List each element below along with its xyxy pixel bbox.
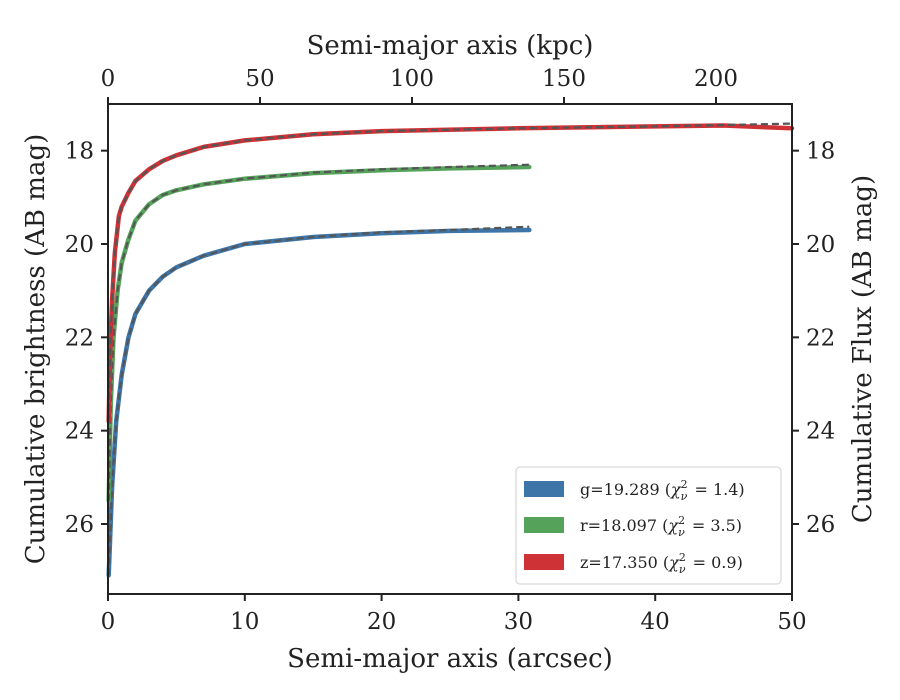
legend-label-1: r=18.097 (χ2 ν = 3.5) xyxy=(580,514,742,539)
legend-label-0: g=19.289 (χ2 ν = 1.4) xyxy=(580,478,745,503)
legend-label-2: z=17.350 (χ2 ν = 0.9) xyxy=(580,551,743,576)
series-line-0 xyxy=(106,227,532,578)
x-top-tick-label: 200 xyxy=(694,66,738,92)
legend-swatch-0 xyxy=(524,481,564,497)
x-top-tick-label: 150 xyxy=(542,66,586,92)
y-right-tick-label: 24 xyxy=(806,419,835,445)
y-tick-label: 20 xyxy=(65,232,94,258)
series-line-1 xyxy=(106,164,532,503)
series-fit-line-2 xyxy=(107,122,793,422)
x-tick-label: 30 xyxy=(504,609,533,635)
y-tick-label: 22 xyxy=(65,325,94,351)
y-tick-label: 26 xyxy=(65,512,94,538)
x-tick-label: 20 xyxy=(367,609,396,635)
y-right-tick-label: 26 xyxy=(806,512,835,538)
plot-frame xyxy=(107,103,793,595)
legend: g=19.289 (χ2 ν = 1.4) r=18.097 (χ2 ν = 3.5)… xyxy=(515,466,782,585)
legend-swatch-2 xyxy=(524,554,564,570)
y-axis-right-title: Cumulative Flux (AB mag) xyxy=(848,175,878,523)
plot-data-layer xyxy=(106,122,795,578)
y-right-tick-label: 22 xyxy=(806,325,835,351)
y-right-tick-label: 20 xyxy=(806,232,835,258)
legend-box xyxy=(515,466,782,585)
x-axis-top-title: Semi-major axis (kpc) xyxy=(307,31,594,61)
x-tick-label: 10 xyxy=(230,609,259,635)
x-axis-title: Semi-major axis (arcsec) xyxy=(287,644,613,674)
x-top-tick-label: 0 xyxy=(101,66,116,92)
x-top-tick-label: 50 xyxy=(245,66,274,92)
x-tick-label: 40 xyxy=(641,609,670,635)
y-axis-title: Cumulative brightness (AB mag) xyxy=(21,134,51,565)
y-tick-label: 18 xyxy=(65,139,94,165)
y-right-tick-label: 18 xyxy=(806,139,835,165)
y-tick-label: 24 xyxy=(65,419,94,445)
legend-swatch-1 xyxy=(524,517,564,533)
series-fit-line-0 xyxy=(107,225,530,576)
axes-layer: 0 10 20 30 40 50 0 50 100 150 200 18 18 20 20 22 22 24 24 2… xyxy=(65,66,836,635)
x-tick-label: 0 xyxy=(101,609,116,635)
x-tick-label: 50 xyxy=(777,609,806,635)
x-top-tick-label: 100 xyxy=(390,66,434,92)
series-fit-line-1 xyxy=(107,163,530,501)
